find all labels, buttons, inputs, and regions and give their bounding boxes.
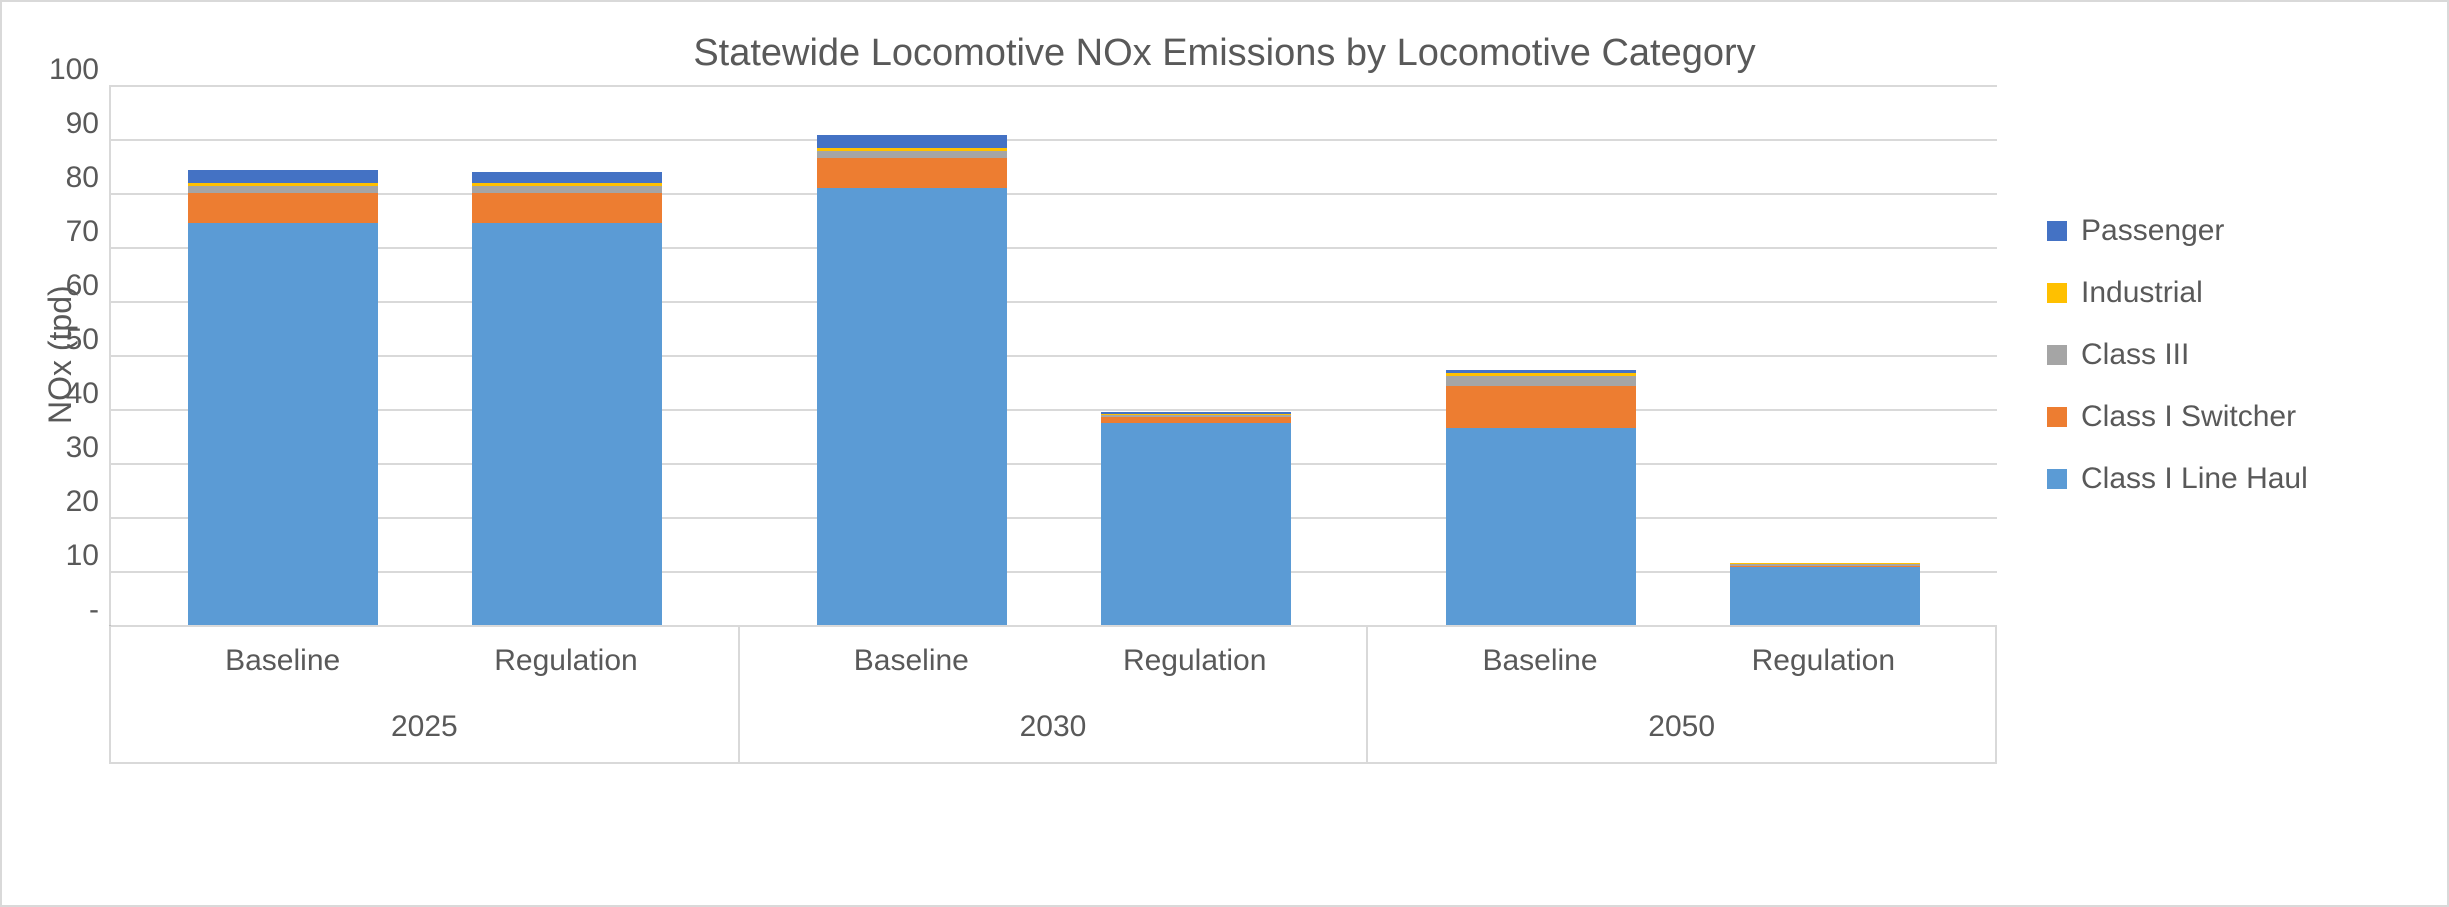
legend: Passenger Industrial Class III Class I Swit… (1997, 85, 2417, 625)
plot-area (109, 85, 1997, 625)
bar-segment-class_i_line_haul (817, 188, 1007, 625)
legend-item-passenger: Passenger (2047, 214, 2417, 248)
x-sub-row: Baseline Regulation (740, 626, 1367, 696)
bar-segment-class_i_switcher (188, 193, 378, 223)
x-group: Baseline Regulation 2050 (1366, 626, 1997, 764)
bar-segment-class_i_line_haul (188, 223, 378, 625)
x-axis: Baseline Regulation 2025 Baseline Regulation… (109, 625, 1997, 764)
bar-slot (188, 85, 378, 625)
x-sub-label: Regulation (1100, 644, 1290, 678)
stacked-bar (188, 170, 378, 625)
x-sub-label: Regulation (471, 644, 661, 678)
bar-segment-class_iii (817, 151, 1007, 158)
stacked-bar (1730, 563, 1920, 625)
year-group (740, 85, 1369, 625)
x-group: Baseline Regulation 2025 (109, 626, 738, 764)
bar-segment-class_i_line_haul (1446, 428, 1636, 625)
bar-segment-class_i_switcher (472, 193, 662, 223)
bar-segment-class_iii (1446, 376, 1636, 386)
year-group (111, 85, 740, 625)
legend-label: Class I Switcher (2081, 400, 2296, 434)
legend-swatch-icon (2047, 345, 2067, 365)
stacked-bar (1101, 412, 1291, 625)
x-sub-row: Baseline Regulation (111, 626, 738, 696)
bar-segment-passenger (817, 135, 1007, 147)
legend-swatch-icon (2047, 283, 2067, 303)
bar-segment-class_i_switcher (817, 158, 1007, 188)
stacked-bar (472, 172, 662, 625)
bar-segment-class_iii (472, 186, 662, 193)
bar-segment-class_iii (188, 186, 378, 193)
x-group: Baseline Regulation 2030 (738, 626, 1367, 764)
legend-swatch-icon (2047, 221, 2067, 241)
bars-layer (111, 85, 1997, 625)
plot-and-x-axis: Baseline Regulation 2025 Baseline Regulation… (109, 85, 1997, 865)
x-year-label: 2050 (1368, 696, 1995, 762)
chart-container: Statewide Locomotive NOx Emissions by Lo… (0, 0, 2449, 907)
bar-slot (1101, 85, 1291, 625)
legend-label: Class III (2081, 338, 2189, 372)
x-sub-row: Baseline Regulation (1368, 626, 1995, 696)
stacked-bar (817, 135, 1007, 625)
bar-segment-class_i_line_haul (472, 223, 662, 625)
x-sub-label: Baseline (816, 644, 1006, 678)
legend-item-industrial: Industrial (2047, 276, 2417, 310)
legend-label: Class I Line Haul (2081, 462, 2308, 496)
year-group (1368, 85, 1997, 625)
legend-label: Passenger (2081, 214, 2224, 248)
x-sub-label: Baseline (1445, 644, 1635, 678)
bar-segment-class_i_line_haul (1730, 567, 1920, 625)
chart-body: NOx (tpd) 100 90 80 70 60 50 40 30 20 10… (32, 85, 2417, 865)
gridline (111, 625, 1997, 627)
y-axis-ticks: 100 90 80 70 60 50 40 30 20 10 - (99, 85, 109, 625)
bar-segment-passenger (188, 170, 378, 182)
bar-slot (1730, 85, 1920, 625)
legend-item-class_i_line_haul: Class I Line Haul (2047, 462, 2417, 496)
chart-title: Statewide Locomotive NOx Emissions by Lo… (32, 32, 2417, 75)
legend-item-class_iii: Class III (2047, 338, 2417, 372)
legend-item-class_i_switcher: Class I Switcher (2047, 400, 2417, 434)
x-year-label: 2030 (740, 696, 1367, 762)
bar-slot (472, 85, 662, 625)
legend-swatch-icon (2047, 407, 2067, 427)
bar-segment-class_i_line_haul (1101, 423, 1291, 626)
bar-segment-passenger (472, 172, 662, 183)
bar-slot (817, 85, 1007, 625)
legend-label: Industrial (2081, 276, 2203, 310)
x-sub-label: Baseline (188, 644, 378, 678)
x-sub-label: Regulation (1728, 644, 1918, 678)
legend-swatch-icon (2047, 469, 2067, 489)
bar-slot (1446, 85, 1636, 625)
stacked-bar (1446, 370, 1636, 625)
bar-segment-class_i_switcher (1446, 386, 1636, 428)
x-year-label: 2025 (111, 696, 738, 762)
